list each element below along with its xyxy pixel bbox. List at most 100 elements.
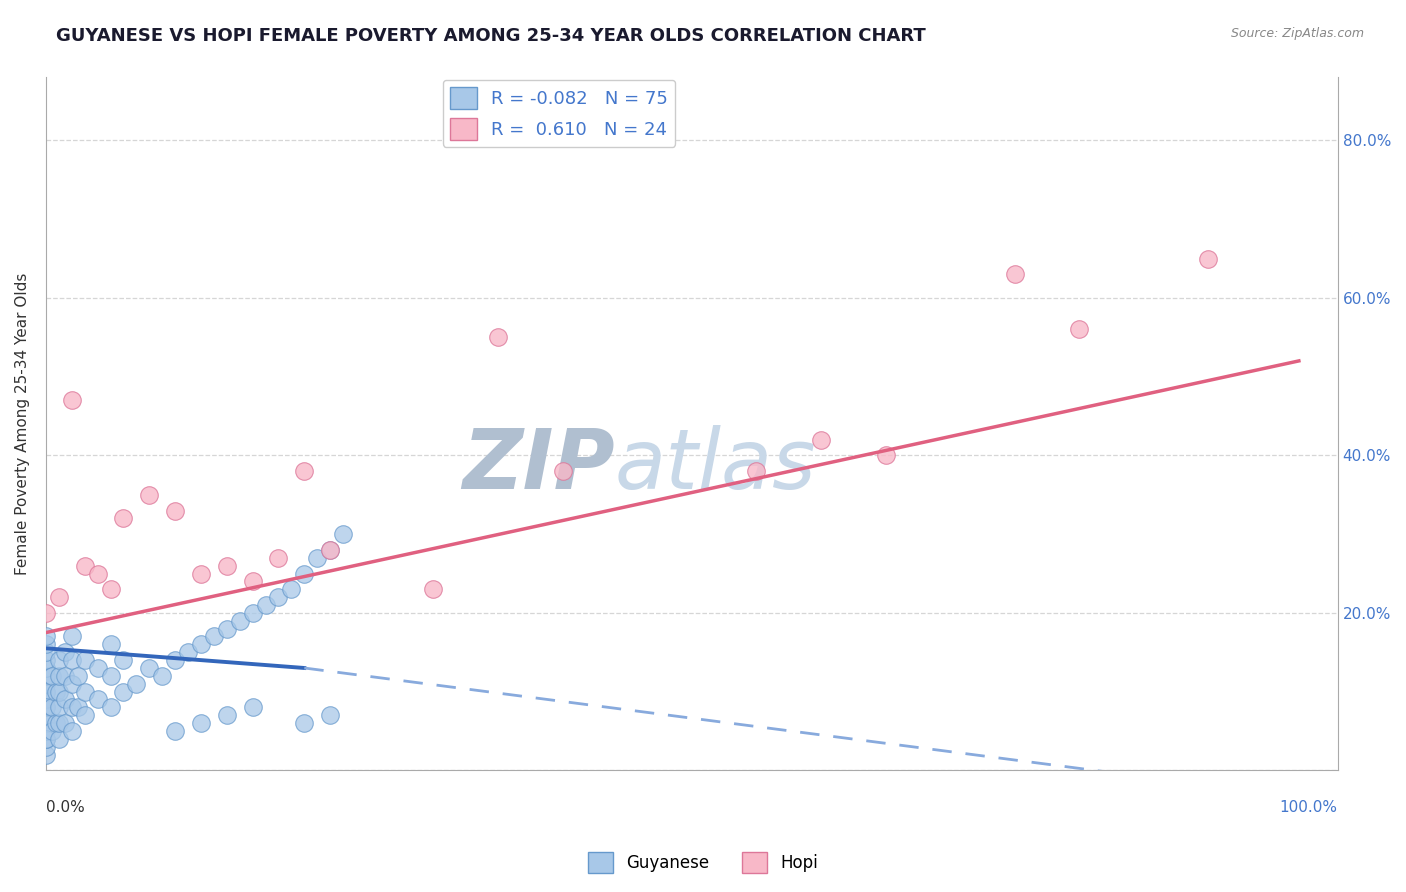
Point	[73, 653, 96, 667]
Point	[35, 669, 58, 683]
Point	[48, 590, 70, 604]
Point	[67, 700, 90, 714]
Point	[35, 723, 58, 738]
Y-axis label: Female Poverty Among 25-34 Year Olds: Female Poverty Among 25-34 Year Olds	[15, 273, 30, 575]
Point	[190, 566, 212, 581]
Point	[35, 747, 58, 762]
Point	[48, 700, 70, 714]
Point	[35, 731, 58, 746]
Point	[45, 716, 67, 731]
Point	[60, 723, 83, 738]
Point	[215, 622, 238, 636]
Point	[48, 731, 70, 746]
Point	[292, 716, 315, 731]
Point	[100, 637, 122, 651]
Point	[35, 684, 58, 698]
Point	[215, 708, 238, 723]
Point	[242, 700, 264, 714]
Point	[1198, 252, 1220, 266]
Point	[319, 708, 342, 723]
Point	[60, 653, 83, 667]
Point	[745, 464, 768, 478]
Point	[422, 582, 444, 597]
Point	[319, 542, 342, 557]
Point	[100, 700, 122, 714]
Point	[60, 677, 83, 691]
Point	[35, 637, 58, 651]
Point	[73, 708, 96, 723]
Point	[190, 637, 212, 651]
Point	[307, 550, 329, 565]
Point	[165, 653, 187, 667]
Point	[215, 558, 238, 573]
Point	[35, 661, 58, 675]
Point	[138, 488, 160, 502]
Point	[267, 590, 290, 604]
Point	[1004, 267, 1026, 281]
Point	[86, 692, 108, 706]
Point	[810, 433, 832, 447]
Point	[190, 716, 212, 731]
Point	[35, 677, 58, 691]
Point	[202, 630, 225, 644]
Point	[112, 653, 135, 667]
Point	[35, 708, 58, 723]
Point	[53, 645, 76, 659]
Legend: Guyanese, Hopi: Guyanese, Hopi	[581, 846, 825, 880]
Point	[35, 716, 58, 731]
Point	[35, 692, 58, 706]
Point	[86, 566, 108, 581]
Point	[35, 700, 58, 714]
Point	[35, 630, 58, 644]
Point	[48, 716, 70, 731]
Point	[551, 464, 574, 478]
Point	[60, 630, 83, 644]
Point	[45, 684, 67, 698]
Point	[332, 527, 354, 541]
Point	[486, 330, 509, 344]
Point	[67, 669, 90, 683]
Point	[100, 582, 122, 597]
Point	[150, 669, 173, 683]
Point	[319, 542, 342, 557]
Point	[280, 582, 302, 597]
Text: ZIP: ZIP	[461, 425, 614, 506]
Point	[35, 606, 58, 620]
Point	[875, 449, 897, 463]
Point	[60, 700, 83, 714]
Point	[86, 661, 108, 675]
Point	[35, 645, 58, 659]
Point	[35, 716, 58, 731]
Point	[48, 669, 70, 683]
Point	[228, 614, 250, 628]
Text: 0.0%: 0.0%	[46, 800, 84, 815]
Point	[177, 645, 200, 659]
Point	[138, 661, 160, 675]
Legend: R = -0.082   N = 75, R =  0.610   N = 24: R = -0.082 N = 75, R = 0.610 N = 24	[443, 79, 675, 147]
Point	[35, 731, 58, 746]
Point	[53, 692, 76, 706]
Text: GUYANESE VS HOPI FEMALE POVERTY AMONG 25-34 YEAR OLDS CORRELATION CHART: GUYANESE VS HOPI FEMALE POVERTY AMONG 25…	[56, 27, 927, 45]
Point	[73, 684, 96, 698]
Point	[35, 653, 58, 667]
Point	[48, 653, 70, 667]
Point	[41, 700, 63, 714]
Point	[35, 700, 58, 714]
Point	[53, 669, 76, 683]
Point	[73, 558, 96, 573]
Point	[48, 684, 70, 698]
Point	[60, 393, 83, 408]
Point	[53, 716, 76, 731]
Point	[242, 606, 264, 620]
Point	[41, 723, 63, 738]
Point	[35, 739, 58, 754]
Point	[100, 669, 122, 683]
Point	[35, 684, 58, 698]
Text: atlas: atlas	[614, 425, 815, 506]
Point	[165, 723, 187, 738]
Point	[41, 669, 63, 683]
Point	[112, 511, 135, 525]
Point	[1069, 322, 1091, 336]
Point	[165, 503, 187, 517]
Text: Source: ZipAtlas.com: Source: ZipAtlas.com	[1230, 27, 1364, 40]
